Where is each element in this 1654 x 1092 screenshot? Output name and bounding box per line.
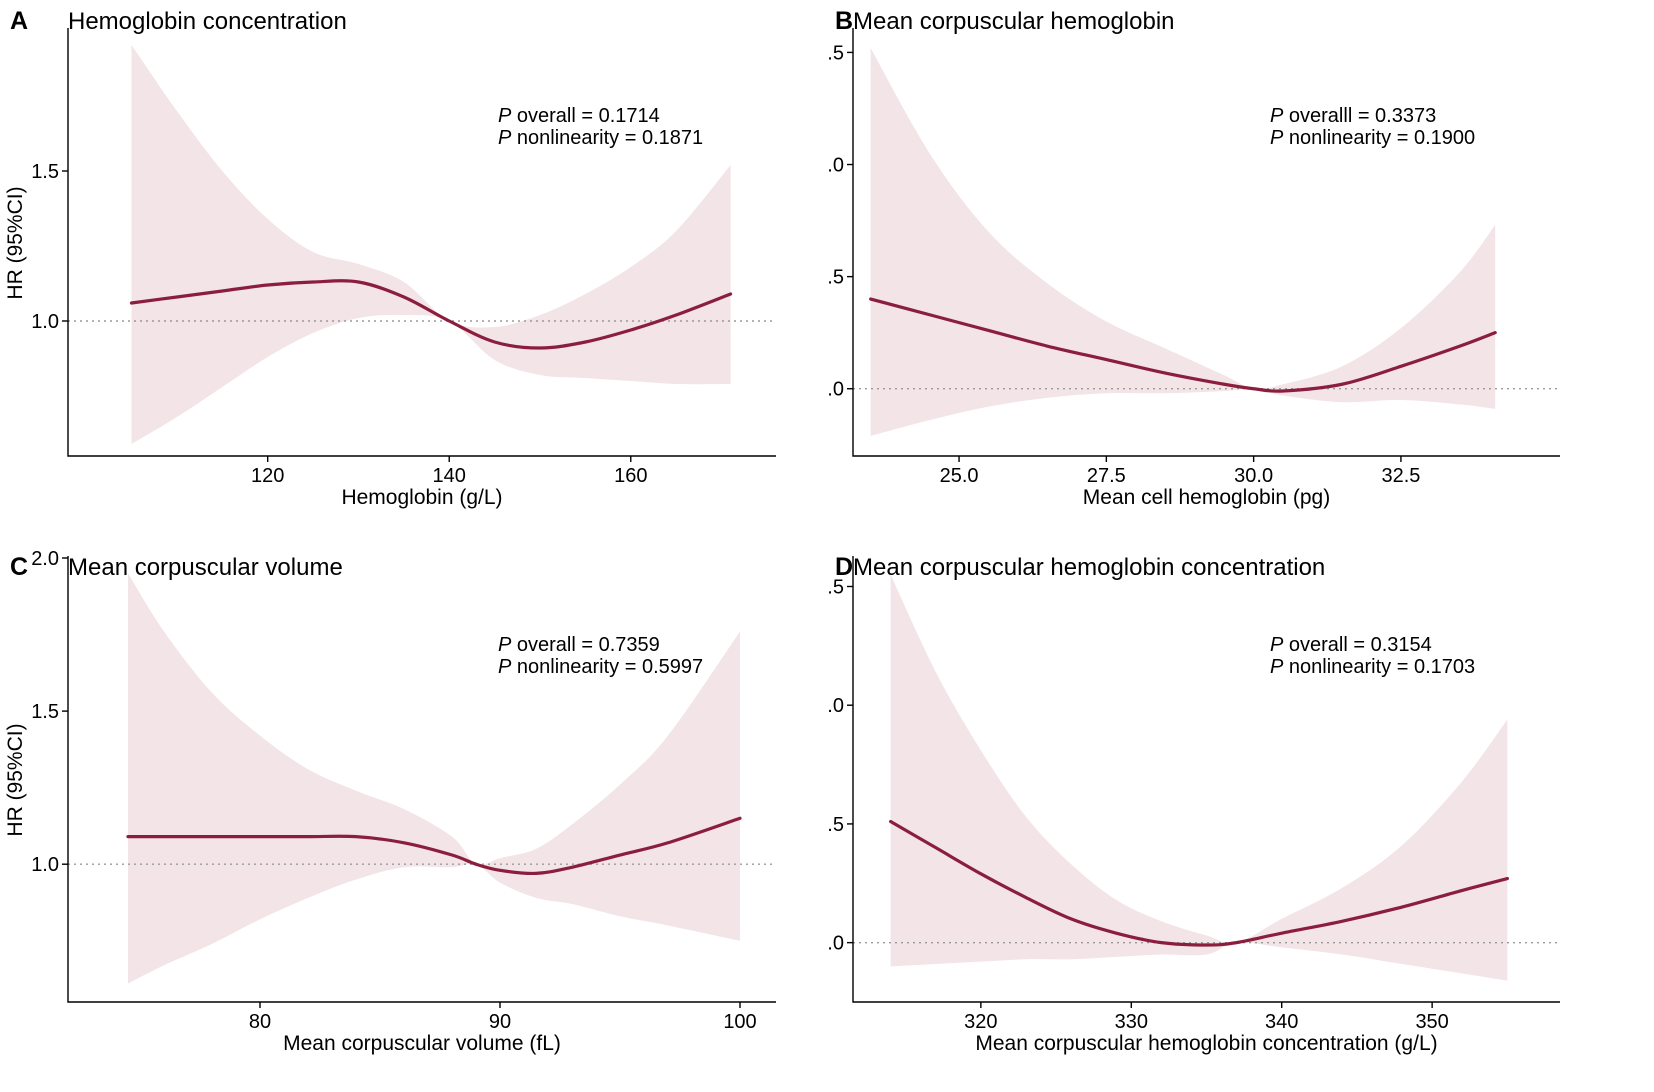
chart-a: A Hemoglobin concentration 120 140 160 1.0 1.5… — [4, 7, 776, 509]
hr-curve — [129, 279, 733, 350]
hr-curve — [126, 816, 742, 876]
x-tick-label: 80 — [249, 1011, 271, 1033]
hr-curve — [869, 297, 1497, 393]
x-tick-label: 100 — [723, 1011, 756, 1033]
p-overall-annotation: P overall = 0.7359 — [498, 634, 660, 656]
x-axis-label: Mean corpuscular hemoglobin concentratio… — [975, 1032, 1437, 1055]
chart-title: Mean corpuscular volume — [68, 554, 343, 581]
ci-band — [128, 573, 740, 984]
x-tick-label: 140 — [433, 465, 466, 487]
y-tick-label: 1.0 — [827, 379, 844, 401]
chart-b: B Mean corpuscular hemoglobin 25.0 27.5 30.0… — [827, 7, 1560, 509]
p-nonlinearity-annotation: P nonlinearity = 0.1871 — [498, 127, 703, 149]
hr-curve — [889, 819, 1509, 947]
y-axis-label: HR (95%CI) — [4, 723, 27, 836]
y-tick-label: 2.0 — [827, 155, 844, 177]
y-tick-label: 1.5 — [827, 267, 844, 289]
x-tick-label: 27.5 — [1087, 465, 1126, 487]
y-tick-label: 2.5 — [827, 42, 844, 64]
panel-letter: C — [10, 553, 28, 581]
x-tick-label: 160 — [614, 465, 647, 487]
y-tick-label: 1.5 — [31, 161, 59, 183]
chart-title: Hemoglobin concentration — [68, 8, 347, 35]
x-axis-label: Hemoglobin (g/L) — [341, 486, 502, 509]
x-tick-label: 90 — [489, 1011, 511, 1033]
chart-d: D Mean corpuscular hemoglobin concentrati… — [827, 553, 1560, 1055]
ci-band — [890, 574, 1508, 981]
x-tick-label: 320 — [964, 1011, 997, 1033]
y-tick-label: 1.5 — [31, 701, 59, 723]
panel-d: D Mean corpuscular hemoglobin concentrati… — [827, 546, 1654, 1092]
p-overall-annotation: P overalll = 0.3373 — [1270, 105, 1436, 127]
y-tick-label: 1.5 — [827, 814, 844, 836]
panel-letter: B — [835, 7, 853, 35]
chart-title: Mean corpuscular hemoglobin concentratio… — [853, 554, 1325, 581]
y-tick-label: 2.0 — [827, 695, 844, 717]
axes — [67, 556, 776, 1003]
y-axis-label: HR (95%CI) — [4, 186, 27, 299]
x-tick-label: 32.5 — [1381, 465, 1420, 487]
p-nonlinearity-annotation: P nonlinearity = 0.5997 — [498, 656, 703, 678]
p-nonlinearity-annotation: P nonlinearity = 0.1900 — [1270, 127, 1475, 149]
axes — [852, 28, 1560, 457]
y-tick-label: 2.5 — [827, 576, 844, 598]
y-tick-label: 1.0 — [827, 933, 844, 955]
p-overall-annotation: P overall = 0.3154 — [1270, 634, 1432, 656]
y-tick-label: 1.0 — [31, 311, 59, 333]
y-tick-label: 1.0 — [31, 854, 59, 876]
y-tick-label: 2.0 — [31, 548, 59, 570]
panel-letter: A — [10, 7, 28, 35]
p-nonlinearity-annotation: P nonlinearity = 0.1703 — [1270, 656, 1475, 678]
x-tick-label: 120 — [251, 465, 284, 487]
x-tick-label: 25.0 — [940, 465, 979, 487]
x-tick-label: 30.0 — [1234, 465, 1273, 487]
x-tick-label: 330 — [1115, 1011, 1148, 1033]
x-tick-label: 340 — [1265, 1011, 1298, 1033]
panel-b: B Mean corpuscular hemoglobin 25.0 27.5 30.0… — [827, 0, 1654, 546]
panel-a: A Hemoglobin concentration 120 140 160 1.0 1.5… — [0, 0, 827, 546]
chart-title: Mean corpuscular hemoglobin — [853, 8, 1175, 35]
panel-letter: D — [835, 553, 853, 581]
p-overall-annotation: P overall = 0.1714 — [498, 105, 660, 127]
x-axis-label: Mean corpuscular volume (fL) — [283, 1032, 561, 1055]
ci-band — [870, 47, 1496, 436]
panel-c: C Mean corpuscular volume 80 90 100 1.0 1.5 2.0… — [0, 546, 827, 1092]
chart-c: C Mean corpuscular volume 80 90 100 1.0 1.5 2.0… — [4, 548, 776, 1055]
x-tick-label: 350 — [1415, 1011, 1448, 1033]
x-axis-label: Mean cell hemoglobin (pg) — [1083, 486, 1330, 509]
